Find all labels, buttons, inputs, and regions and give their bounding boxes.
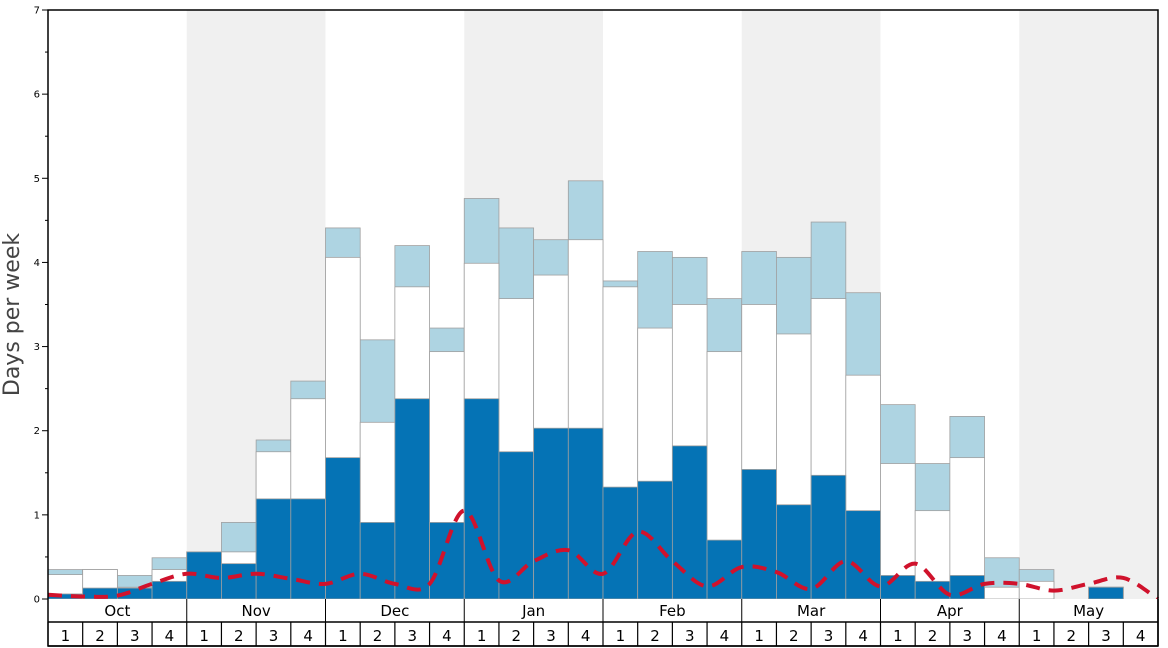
- bar-dark-w22: [776, 504, 812, 600]
- bar-dark-w10: [359, 522, 396, 600]
- y-tick-label: 2: [34, 426, 40, 437]
- week-label: 3: [685, 627, 695, 645]
- y-tick-label: 7: [34, 6, 40, 17]
- bar-dark-w25: [880, 575, 916, 600]
- week-label: 2: [650, 627, 660, 645]
- bar-dark-w4: [151, 580, 188, 600]
- week-label: 2: [512, 627, 522, 645]
- week-label: 2: [95, 627, 105, 645]
- bar-dark-w19: [671, 445, 708, 600]
- bar-mid-w28: [984, 586, 1020, 600]
- bar-dark-w27: [949, 575, 985, 600]
- month-label-feb: Feb: [659, 602, 686, 620]
- month-label-jan: Jan: [521, 602, 545, 620]
- week-label: 1: [616, 627, 626, 645]
- bar-dark-w7: [255, 498, 292, 600]
- y-tick-label: 4: [34, 258, 40, 269]
- month-label-apr: Apr: [937, 602, 964, 620]
- week-label: 4: [858, 627, 868, 645]
- bar-dark-w18: [637, 480, 673, 600]
- week-label: 1: [1032, 627, 1042, 645]
- week-label: 3: [1101, 627, 1111, 645]
- y-tick-label: 0: [34, 595, 40, 606]
- bar-dark-w21: [741, 469, 777, 600]
- week-label: 4: [303, 627, 313, 645]
- week-label: 2: [234, 627, 244, 645]
- week-label: 2: [928, 627, 938, 645]
- bar-dark-w31: [1088, 586, 1124, 600]
- bar-dark-w17: [602, 486, 639, 600]
- bar-dark-w15: [533, 427, 569, 600]
- month-label-dec: Dec: [380, 602, 409, 620]
- bar-dark-w16: [567, 427, 604, 600]
- week-label: 3: [824, 627, 834, 645]
- week-label: 4: [442, 627, 452, 645]
- y-tick-label: 1: [34, 510, 40, 521]
- month-label-oct: Oct: [104, 602, 130, 620]
- week-label: 4: [720, 627, 730, 645]
- trend-line: [47, 508, 1160, 601]
- bar-dark-w11: [394, 398, 430, 600]
- bar-dark-w6: [221, 563, 257, 600]
- x-axis: Oct 1 2 3 4 Nov 1 2 3 4 Dec 1 2 3 4 Jan 1 2 3 4 Feb 1 2 3 4 Mar 1 2…: [47, 599, 1159, 647]
- month-label-may: May: [1073, 602, 1104, 620]
- week-label: 1: [338, 627, 348, 645]
- week-label: 4: [997, 627, 1007, 645]
- week-label: 3: [269, 627, 279, 645]
- week-label: 4: [1136, 627, 1146, 645]
- week-label: 1: [199, 627, 209, 645]
- bar-mid-w29: [1018, 580, 1055, 600]
- week-label: 2: [373, 627, 383, 645]
- week-label: 1: [754, 627, 764, 645]
- week-label: 3: [130, 627, 140, 645]
- bar-dark-w13: [463, 398, 500, 600]
- week-label: 4: [581, 627, 591, 645]
- y-axis-label: Days per week: [0, 233, 25, 396]
- week-label: 2: [1067, 627, 1077, 645]
- plot-frame: [47, 9, 1159, 647]
- week-label: 3: [546, 627, 556, 645]
- month-shade-may: [1019, 10, 1158, 599]
- month-label-nov: Nov: [241, 602, 270, 620]
- week-label: 3: [407, 627, 417, 645]
- week-label: 1: [61, 627, 71, 645]
- week-label: 2: [789, 627, 799, 645]
- y-tick-label: 5: [34, 174, 40, 185]
- week-label: 3: [962, 627, 972, 645]
- y-tick-label: 6: [34, 90, 40, 101]
- bar-series: [47, 180, 1124, 600]
- week-label: 1: [893, 627, 903, 645]
- y-tick-label: 3: [34, 342, 40, 353]
- month-label-mar: Mar: [797, 602, 826, 620]
- y-axis: 0 1 2 3 4 5 6 7: [34, 6, 48, 606]
- bar-dark-w23: [810, 474, 847, 600]
- bar-dark-w12: [429, 522, 465, 600]
- bar-dark-w14: [498, 451, 535, 600]
- trend-line-layer: [47, 508, 1160, 601]
- week-label: 4: [165, 627, 175, 645]
- week-label: 1: [477, 627, 487, 645]
